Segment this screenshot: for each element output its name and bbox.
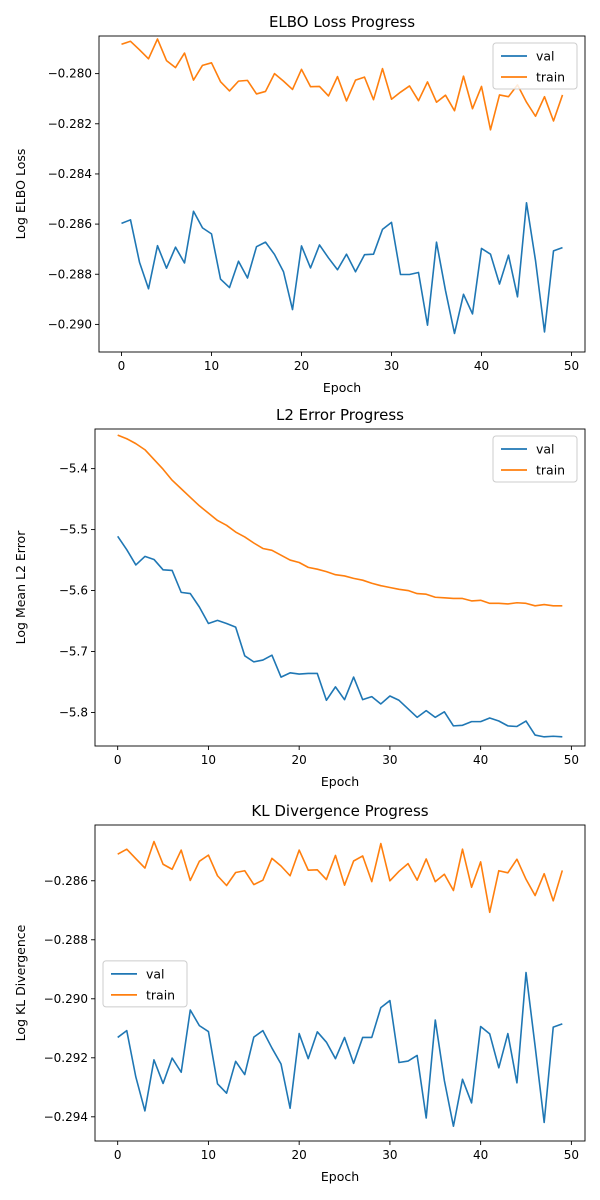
y-tick-label: −0.286 xyxy=(48,217,92,231)
x-tick-label: 40 xyxy=(474,359,489,373)
series-line-val xyxy=(117,971,563,1128)
y-tick-label: −0.280 xyxy=(48,67,92,81)
y-tick-label: −5.6 xyxy=(59,584,88,598)
x-axis-label: Epoch xyxy=(323,380,361,395)
x-tick-label: 20 xyxy=(292,753,307,767)
x-tick-label: 0 xyxy=(118,359,126,373)
x-tick-label: 40 xyxy=(473,1148,488,1162)
chart-panel-3: KL Divergence Progress 0 10 20 30 40 50 −0.294 −… xyxy=(13,802,586,1184)
axes-frame xyxy=(94,428,586,747)
y-tick-label: −0.290 xyxy=(44,992,88,1006)
x-axis-label: Epoch xyxy=(321,774,359,789)
x-tick-label: 50 xyxy=(564,753,579,767)
x-tick-label: 30 xyxy=(384,359,399,373)
chart-title: L2 Error Progress xyxy=(276,406,404,424)
y-tick-label: −0.288 xyxy=(44,933,88,947)
series-line-val xyxy=(121,201,563,335)
series-line-train xyxy=(117,434,563,607)
y-tick-label: −0.282 xyxy=(48,117,92,131)
y-tick-label: −5.8 xyxy=(59,705,88,719)
series-line-val xyxy=(117,535,563,738)
x-tick-label: 30 xyxy=(382,753,397,767)
y-tick-label: −0.288 xyxy=(48,267,92,281)
axes-frame xyxy=(98,35,586,353)
legend-label-val: val xyxy=(536,49,555,64)
x-tick-label: 50 xyxy=(564,1148,579,1162)
legend-label-train: train xyxy=(146,987,175,1002)
y-tick-label: −5.7 xyxy=(59,645,88,659)
x-tick-label: 40 xyxy=(473,753,488,767)
legend-label-val: val xyxy=(536,442,555,457)
x-tick-label: 50 xyxy=(564,359,579,373)
y-tick-label: −0.292 xyxy=(44,1051,88,1065)
legend-label-train: train xyxy=(536,463,565,478)
y-axis-label: Log ELBO Loss xyxy=(13,149,28,240)
legend: val train xyxy=(102,960,188,1008)
series-line-train xyxy=(121,38,564,131)
legend-label-train: train xyxy=(536,70,565,85)
chart-panel-1: ELBO Loss Progress 0 10 20 30 40 50 −0.290 −0.28… xyxy=(13,13,586,395)
x-tick-label: 20 xyxy=(294,359,309,373)
y-tick-label: −0.284 xyxy=(48,167,92,181)
x-tick-label: 0 xyxy=(114,1148,122,1162)
y-tick-label: −5.5 xyxy=(59,523,88,537)
x-tick-label: 10 xyxy=(201,753,216,767)
legend: val train xyxy=(492,42,578,90)
x-tick-label: 10 xyxy=(204,359,219,373)
chart-title: KL Divergence Progress xyxy=(251,802,428,820)
y-tick-label: −0.286 xyxy=(44,874,88,888)
y-axis-label: Log Mean L2 Error xyxy=(13,530,28,645)
x-tick-label: 20 xyxy=(292,1148,307,1162)
x-tick-label: 0 xyxy=(114,753,122,767)
legend: val train xyxy=(492,435,578,483)
axes-frame xyxy=(94,824,586,1142)
chart-panel-2: L2 Error Progress 0 10 20 30 40 50 −5.8 −5.7 −5.6… xyxy=(13,406,586,789)
legend-label-val: val xyxy=(146,966,165,981)
y-tick-label: −0.294 xyxy=(44,1110,88,1124)
series-line-train xyxy=(117,840,564,914)
x-axis-label: Epoch xyxy=(321,1169,359,1184)
chart-title: ELBO Loss Progress xyxy=(269,13,415,31)
y-tick-label: −0.290 xyxy=(48,317,92,331)
y-axis-label: Log KL Divergence xyxy=(13,924,28,1041)
x-tick-label: 10 xyxy=(201,1148,216,1162)
y-tick-label: −5.4 xyxy=(59,462,88,476)
x-tick-label: 30 xyxy=(382,1148,397,1162)
